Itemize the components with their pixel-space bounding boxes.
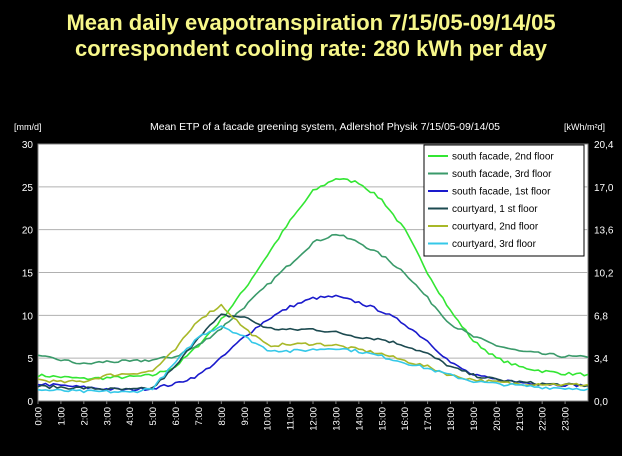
x-tick-label: 2:00	[79, 407, 90, 426]
x-tick-label: 0:00	[34, 407, 45, 426]
x-tick-label: 6:00	[171, 407, 182, 426]
x-tick-label: 17:00	[423, 407, 434, 431]
x-tick-label: 12:00	[309, 407, 320, 431]
series-line-4	[37, 303, 589, 387]
x-tick-label: 7:00	[194, 407, 205, 426]
x-tick-label: 19:00	[469, 407, 480, 431]
slide-title: Mean daily evapotranspiration 7/15/05-09…	[0, 10, 622, 62]
slide-title-line2: correspondent cooling rate: 280 kWh per …	[75, 36, 547, 61]
x-tick-label: 21:00	[515, 407, 526, 431]
x-tick-label: 18:00	[446, 407, 457, 431]
x-tick-label: 4:00	[125, 407, 136, 426]
x-tick-label: 20:00	[492, 407, 503, 431]
x-tick-label: 23:00	[561, 407, 572, 431]
y-tick-label-right: 17,0	[594, 183, 614, 194]
y-tick-label-left: 15	[22, 269, 34, 280]
y-tick-label-right: 6,8	[594, 311, 608, 322]
x-tick-label: 16:00	[400, 407, 411, 431]
y-tick-label-left: 25	[22, 183, 34, 194]
y-tick-label-left: 20	[22, 226, 34, 237]
y-axis-left-label: [mm/d]	[14, 122, 42, 132]
y-tick-label-right: 10,2	[594, 269, 614, 280]
legend-label: courtyard, 1 st floor	[452, 204, 538, 215]
series-line-0	[37, 178, 589, 381]
y-tick-label-right: 0,0	[594, 397, 608, 408]
y-axis-right-label: [kWh/m²d]	[564, 122, 605, 132]
x-tick-label: 3:00	[102, 407, 113, 426]
y-tick-label-right: 3,4	[594, 354, 608, 365]
x-tick-label: 14:00	[354, 407, 365, 431]
y-tick-label-right: 13,6	[594, 226, 614, 237]
y-tick-label-left: 0	[27, 397, 33, 408]
legend-label: courtyard, 2nd floor	[452, 222, 539, 233]
x-tick-label: 22:00	[538, 407, 549, 431]
legend-label: south facade, 3rd floor	[452, 169, 552, 180]
x-tick-label: 9:00	[240, 407, 251, 426]
legend-label: south facade, 1st floor	[452, 187, 551, 198]
x-tick-label: 13:00	[331, 407, 342, 431]
chart-title: Mean ETP of a facade greening system, Ad…	[150, 121, 500, 133]
x-tick-label: 15:00	[377, 407, 388, 431]
series-line-5	[37, 325, 589, 394]
y-tick-label-left: 5	[27, 354, 33, 365]
legend-label: courtyard, 3rd floor	[452, 239, 537, 250]
y-tick-label-left: 30	[22, 140, 34, 151]
x-tick-label: 5:00	[148, 407, 159, 426]
legend-label: south facade, 2nd floor	[452, 152, 554, 163]
slide-title-line1: Mean daily evapotranspiration 7/15/05-09…	[66, 10, 556, 35]
legend-box	[423, 144, 585, 257]
y-tick-label-right: 20,4	[594, 140, 614, 151]
series-line-3	[37, 313, 589, 391]
series-line-1	[37, 233, 589, 365]
x-tick-label: 8:00	[217, 407, 228, 426]
x-tick-label: 1:00	[56, 407, 67, 426]
x-tick-label: 11:00	[286, 407, 297, 430]
x-tick-label: 10:00	[263, 407, 274, 431]
y-tick-label-left: 10	[22, 311, 34, 322]
